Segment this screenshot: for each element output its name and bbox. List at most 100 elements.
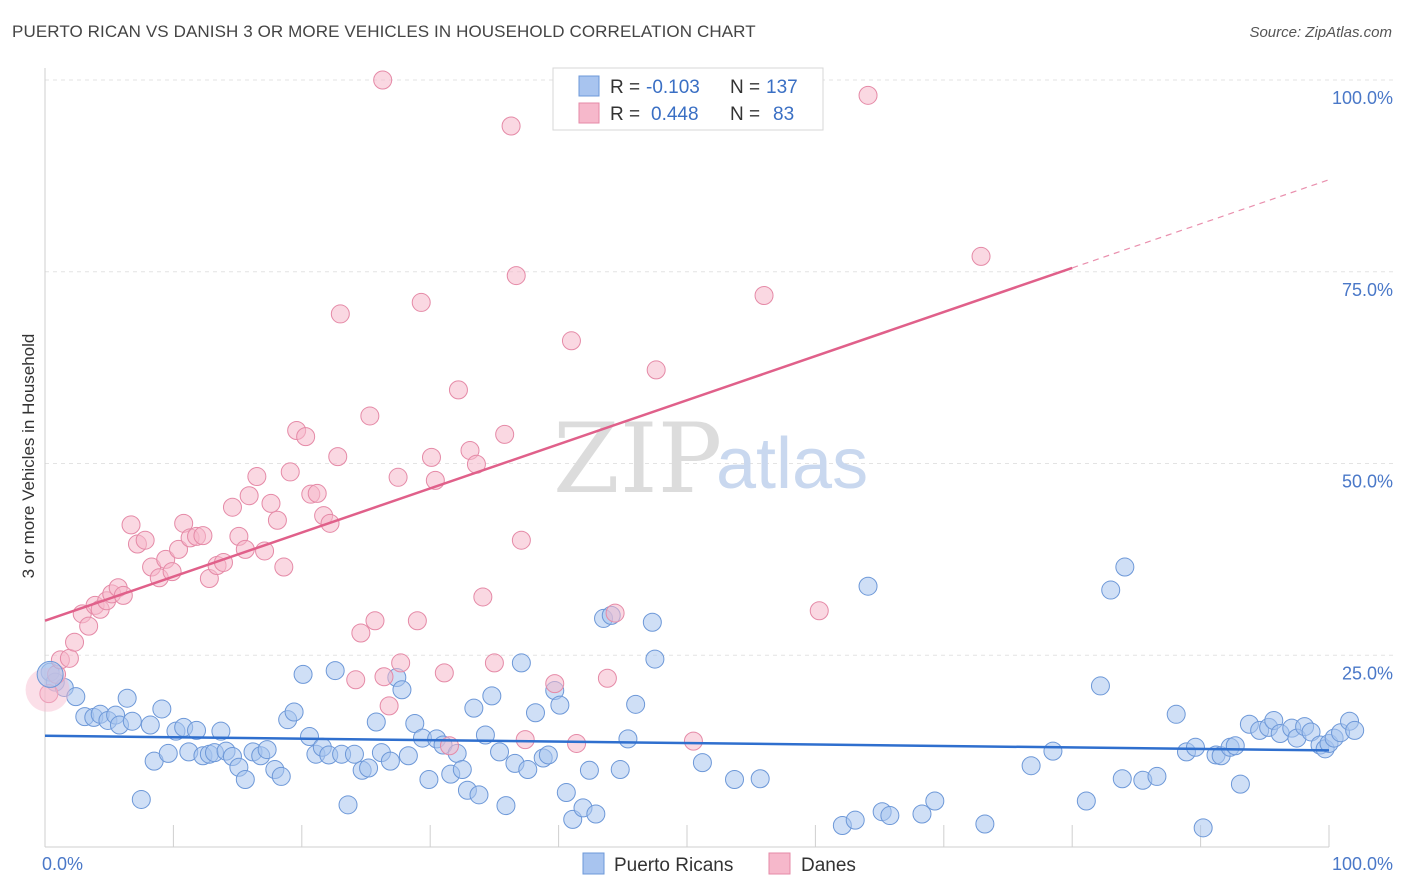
puerto-rican-point <box>518 760 538 780</box>
legend-r-value: 0.448 <box>651 104 699 125</box>
dane-point <box>365 611 385 631</box>
puerto-rican-point <box>405 714 425 734</box>
puerto-rican-point <box>858 576 878 596</box>
dane-point <box>506 266 526 286</box>
bottom-legend-swatch-danes <box>768 852 791 875</box>
puerto-rican-point <box>550 695 570 715</box>
dane-point <box>169 539 189 559</box>
puerto-rican-point <box>66 687 86 707</box>
watermark-zip: ZIP <box>553 403 722 515</box>
puerto-rican-point <box>359 758 379 778</box>
puerto-rican-point <box>618 729 638 749</box>
dane-point <box>373 70 393 90</box>
dane-point <box>646 360 666 380</box>
puerto-rican-point <box>845 810 865 830</box>
legend-swatch-puerto-ricans <box>578 75 600 97</box>
legend: R = -0.103 N = 137 R = 0.448 N = 83 <box>552 67 824 131</box>
puerto-rican-point <box>556 783 576 803</box>
y-tick-label: 100.0% <box>1332 88 1393 108</box>
puerto-rican-point <box>235 770 255 790</box>
dane-point <box>296 427 316 447</box>
puerto-rican-point <box>496 796 516 816</box>
puerto-rican-point <box>152 699 172 719</box>
dane-point <box>561 331 581 351</box>
puerto-rican-point <box>1112 769 1132 789</box>
chart-title: PUERTO RICAN VS DANISH 3 OR MORE VEHICLE… <box>12 22 756 41</box>
puerto-rican-point <box>398 746 418 766</box>
puerto-rican-point <box>1101 580 1121 600</box>
puerto-rican-point <box>912 804 932 824</box>
dane-point <box>346 670 366 690</box>
dane-point <box>567 733 587 753</box>
puerto-rican-point <box>975 814 995 834</box>
grid-lines <box>45 79 1395 656</box>
dane-point <box>411 292 431 312</box>
dane-point <box>391 653 411 673</box>
puerto-rican-point <box>257 740 277 760</box>
bottom-legend-label-danes: Danes <box>801 855 856 876</box>
puerto-rican-point <box>538 745 558 765</box>
puerto-rican-point <box>490 742 510 762</box>
y-tick-label: 50.0% <box>1342 472 1393 492</box>
trend-line-puerto-ricans <box>44 734 1330 752</box>
dane-point <box>421 447 441 467</box>
trend-line-danes <box>44 266 1073 622</box>
puerto-rican-point <box>140 715 160 735</box>
dane-point <box>374 667 394 687</box>
dane-point <box>511 530 531 550</box>
trend-lines <box>44 179 1330 752</box>
puerto-rican-point <box>1225 736 1245 756</box>
legend-r-label: R = <box>610 77 640 98</box>
dane-point <box>222 497 242 517</box>
dane-point <box>193 526 213 546</box>
source-label: Source: ZipAtlas.com <box>1249 24 1392 41</box>
dane-point <box>274 557 294 577</box>
puerto-rican-point <box>1166 704 1186 724</box>
dane-point <box>501 116 521 136</box>
legend-swatch-danes <box>578 102 600 124</box>
dane-point <box>809 601 829 621</box>
puerto-rican-point <box>1193 818 1213 838</box>
puerto-rican-point <box>925 791 945 811</box>
dane-point <box>683 731 703 751</box>
dane-point <box>113 585 133 605</box>
puerto-rican-point <box>579 760 599 780</box>
dane-point <box>388 467 408 487</box>
puerto-rican-point <box>610 760 630 780</box>
dane-point <box>407 611 427 631</box>
puerto-rican-point <box>750 769 770 789</box>
axes <box>44 68 1330 848</box>
dane-point <box>330 304 350 324</box>
dane-point <box>121 515 141 535</box>
dane-point <box>280 462 300 482</box>
puerto-rican-point <box>645 649 665 669</box>
watermark: ZIP atlas <box>553 403 868 515</box>
dane-point <box>473 587 493 607</box>
puerto-rican-point <box>1021 756 1041 776</box>
bottom-legend-label-puerto-ricans: Puerto Ricans <box>614 855 733 876</box>
y-axis-title: 3 or more Vehicles in Household <box>19 334 38 579</box>
puerto-rican-point <box>158 743 178 763</box>
dane-point <box>971 246 991 266</box>
puerto-rican-point <box>211 721 231 741</box>
x-tick-label: 100.0% <box>1332 854 1393 874</box>
puerto-rican-point <box>1230 774 1250 794</box>
legend-n-label: N = <box>730 104 760 125</box>
puerto-rican-point <box>1115 557 1135 577</box>
puerto-rican-point <box>1147 766 1167 786</box>
dane-point <box>65 632 85 652</box>
puerto-rican-point <box>626 694 646 714</box>
puerto-rican-point <box>586 804 606 824</box>
puerto-rican-point <box>1076 791 1096 811</box>
puerto-rican-point <box>1090 676 1110 696</box>
dane-point <box>484 653 504 673</box>
puerto-rican-point <box>525 703 545 723</box>
dane-point <box>247 467 267 487</box>
x-tick-label: 0.0% <box>42 854 83 874</box>
puerto-rican-point <box>380 751 400 771</box>
puerto-rican-point <box>187 720 207 740</box>
bottom-legend-swatch-puerto-ricans <box>582 852 605 875</box>
dane-point <box>267 510 287 530</box>
puerto-rican-point <box>1185 737 1205 757</box>
dane-point <box>328 447 348 467</box>
